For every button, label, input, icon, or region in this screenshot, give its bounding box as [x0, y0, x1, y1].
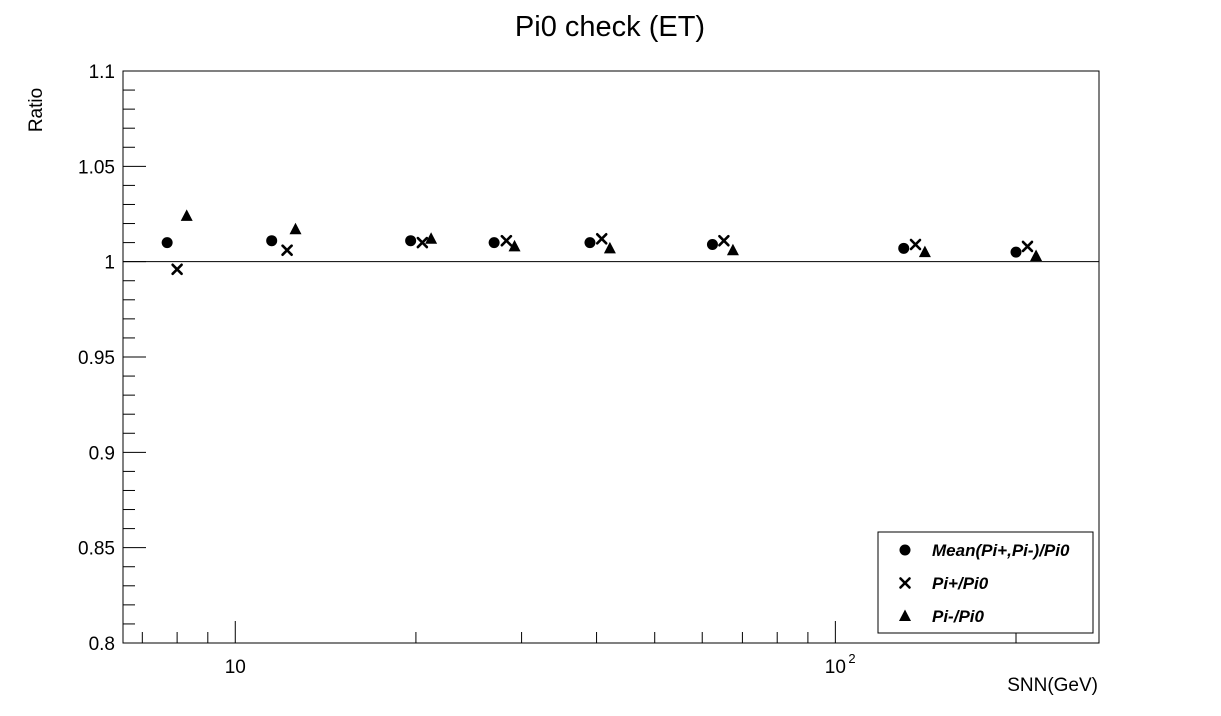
x-tick-exponent: 2: [848, 651, 855, 666]
x-tick-label: 10: [825, 657, 846, 678]
data-point-triangle: [918, 245, 931, 258]
data-point-cross: [281, 244, 293, 257]
data-point-cross-stroke: [500, 234, 513, 247]
data-point-cross-stroke: [171, 263, 183, 276]
data-point-cross-stroke: [595, 232, 608, 245]
data-point-circle: [266, 235, 278, 247]
data-point-triangle: [289, 222, 302, 235]
data-point-circle: [898, 242, 910, 254]
data-point-cross: [416, 236, 429, 249]
data-point-cross: [500, 234, 513, 247]
data-point-cross: [718, 234, 730, 247]
data-markers: [161, 209, 1043, 276]
y-tick-label: 1: [104, 253, 115, 274]
legend-marker-cross-stroke: [899, 577, 911, 589]
y-tick-label: 1.1: [89, 62, 115, 83]
legend-marker-triangle: [899, 609, 911, 621]
legend: Mean(Pi+,Pi-)/Pi0 Pi+/Pi0 Pi-/Pi0: [877, 531, 1094, 634]
data-point-circle: [488, 237, 500, 249]
data-point-circle: [706, 239, 718, 251]
legend-marker-circle: [899, 544, 911, 556]
y-axis-label: Ratio: [26, 88, 47, 132]
data-point-cross-stroke: [416, 236, 429, 249]
data-point-cross-stroke: [281, 244, 293, 257]
data-point-triangle: [180, 209, 193, 221]
data-point-cross-stroke: [718, 234, 730, 247]
data-point-triangle: [425, 232, 438, 244]
data-point-cross-stroke: [909, 238, 922, 251]
x-tick-label: 10: [225, 657, 246, 678]
data-point-circle: [584, 237, 596, 249]
data-point-circle: [161, 237, 173, 249]
data-point-cross: [171, 263, 183, 276]
y-tick-label: 0.85: [78, 539, 115, 560]
x-axis-label: SNN(GeV): [1007, 675, 1098, 696]
legend-box: [877, 531, 1094, 634]
data-point-cross: [1021, 240, 1034, 253]
legend-label: Mean(Pi+,Pi-)/Pi0: [932, 541, 1070, 560]
data-point-triangle: [1030, 249, 1043, 261]
data-point-triangle: [726, 243, 739, 256]
chart-title: Pi0 check (ET): [515, 11, 705, 43]
data-point-cross: [909, 238, 922, 251]
legend-marker-cross: [899, 577, 911, 589]
data-point-circle: [405, 235, 417, 247]
y-tick-label: 1.05: [78, 157, 115, 178]
legend-label: Pi+/Pi0: [932, 574, 989, 593]
data-point-cross: [595, 232, 608, 245]
y-tick-label: 0.95: [78, 348, 115, 369]
data-point-circle: [1010, 246, 1022, 258]
data-point-cross-stroke: [1021, 240, 1034, 253]
data-point-triangle: [508, 239, 521, 252]
y-tick-label: 0.8: [89, 634, 115, 655]
legend-label: Pi-/Pi0: [932, 607, 985, 626]
data-point-triangle: [603, 241, 616, 254]
y-tick-label: 0.9: [89, 443, 115, 464]
